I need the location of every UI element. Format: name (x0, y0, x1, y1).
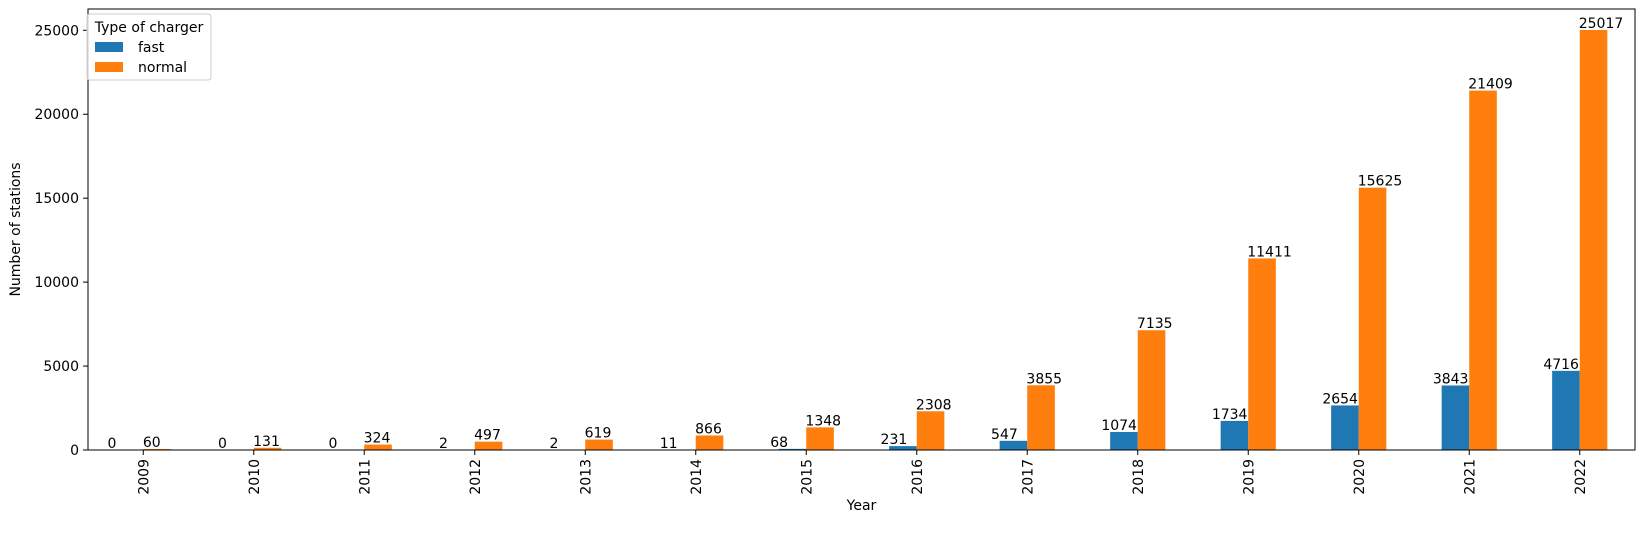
data-label-normal-2012: 497 (474, 428, 501, 444)
bar-normal-2022 (1580, 30, 1608, 450)
x-tick-label-2018: 2018 (1131, 459, 1147, 495)
data-label-fast-2018: 1074 (1101, 418, 1137, 434)
y-tick-label-15000: 15000 (34, 191, 79, 207)
data-label-fast-2020: 2654 (1322, 391, 1358, 407)
data-label-fast-2014: 11 (660, 436, 678, 452)
x-tick-label-2021: 2021 (1462, 459, 1478, 495)
data-label-fast-2021: 3843 (1433, 371, 1469, 387)
bar-fast-2018 (1110, 432, 1138, 450)
x-tick-label-2009: 2009 (136, 459, 152, 495)
plot-frame (88, 9, 1635, 450)
bar-normal-2017 (1027, 385, 1055, 450)
bars-layer (143, 30, 1607, 450)
y-axis-label: Number of stations (8, 162, 24, 296)
data-label-fast-2017: 547 (991, 427, 1018, 443)
data-label-normal-2021: 21409 (1468, 77, 1513, 93)
data-label-normal-2020: 15625 (1358, 174, 1403, 190)
data-label-normal-2014: 866 (695, 421, 722, 437)
x-tick-label-2015: 2015 (799, 459, 815, 495)
data-label-normal-2009: 60 (143, 435, 161, 451)
legend-swatch-fast (95, 42, 123, 52)
data-label-normal-2022: 25017 (1579, 16, 1624, 32)
data-label-fast-2016: 231 (881, 432, 908, 448)
y-tick-label-5000: 5000 (43, 359, 79, 375)
x-tick-label-2016: 2016 (910, 459, 926, 495)
data-label-fast-2015: 68 (770, 435, 788, 451)
x-tick-label-2019: 2019 (1241, 459, 1257, 495)
x-tick-label-2013: 2013 (578, 459, 594, 495)
data-label-normal-2010: 131 (253, 434, 280, 450)
y-tick-label-0: 0 (70, 443, 79, 459)
x-tick-label-2014: 2014 (689, 459, 705, 495)
legend-label-fast: fast (138, 40, 165, 56)
bar-fast-2020 (1331, 405, 1359, 450)
data-label-normal-2011: 324 (364, 431, 391, 447)
bar-normal-2018 (1138, 330, 1166, 450)
legend: Type of charger fast normal (87, 14, 211, 80)
x-axis: 2009 2010 2011 2012 2013 2014 2015 2016 2017 2018… (136, 450, 1589, 495)
y-axis: 0 5000 10000 15000 20000 25000 (34, 23, 88, 459)
y-tick-label-25000: 25000 (34, 23, 79, 39)
bar-fast-2021 (1442, 385, 1470, 450)
x-tick-label-2011: 2011 (357, 459, 373, 495)
bar-normal-2020 (1359, 188, 1387, 450)
legend-title: Type of charger (94, 20, 204, 36)
data-label-fast-2022: 4716 (1543, 357, 1579, 373)
bar-normal-2021 (1469, 91, 1497, 450)
data-label-normal-2019: 11411 (1247, 244, 1292, 260)
data-label-normal-2015: 1348 (805, 413, 841, 429)
bar-fast-2019 (1221, 421, 1249, 450)
x-axis-label: Year (846, 498, 877, 514)
x-tick-label-2012: 2012 (468, 459, 484, 495)
data-label-fast-2019: 1734 (1212, 407, 1248, 423)
y-tick-label-20000: 20000 (34, 107, 79, 123)
y-tick-label-10000: 10000 (34, 275, 79, 291)
data-label-normal-2018: 7135 (1137, 316, 1173, 332)
data-label-normal-2016: 2308 (916, 397, 952, 413)
bar-normal-2016 (917, 411, 945, 450)
x-tick-label-2010: 2010 (247, 459, 263, 495)
bar-fast-2022 (1552, 371, 1580, 450)
bar-normal-2019 (1248, 258, 1276, 450)
data-label-normal-2013: 619 (585, 426, 612, 442)
bar-normal-2014 (696, 435, 724, 450)
x-tick-label-2017: 2017 (1020, 459, 1036, 495)
x-tick-label-2022: 2022 (1573, 459, 1589, 495)
legend-swatch-normal (95, 62, 123, 72)
legend-label-normal: normal (138, 60, 187, 76)
x-tick-label-2020: 2020 (1352, 459, 1368, 495)
data-label-normal-2017: 3855 (1026, 371, 1062, 387)
bar-normal-2015 (806, 427, 834, 450)
